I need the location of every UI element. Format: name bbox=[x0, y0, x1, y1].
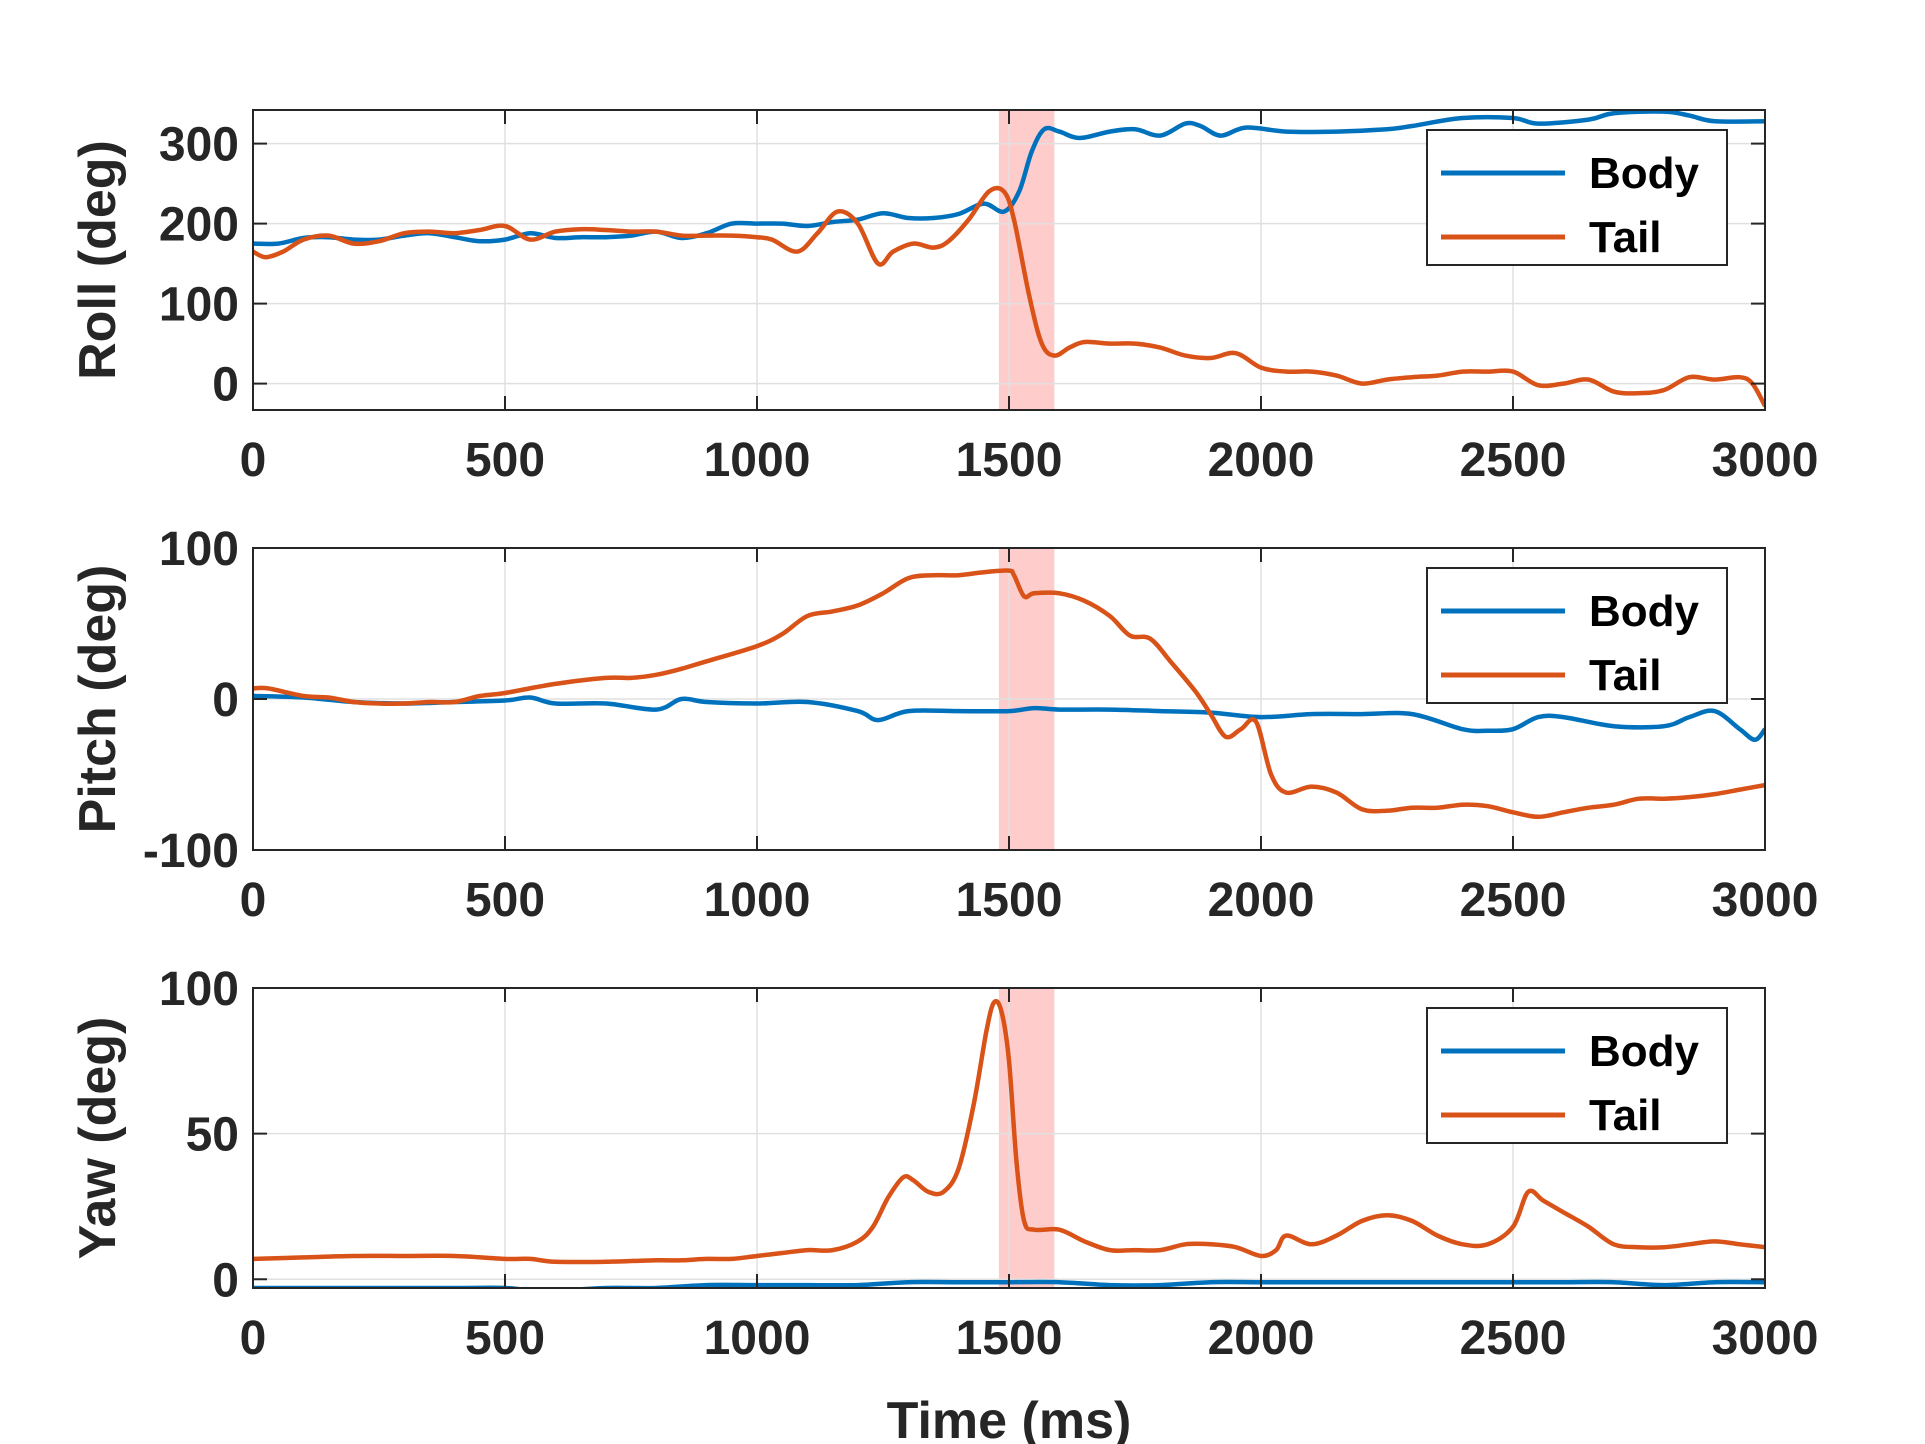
legend-label-body: Body bbox=[1589, 587, 1700, 636]
y-axis-label: Roll (deg) bbox=[69, 140, 127, 380]
series-line-tail bbox=[253, 185, 1765, 408]
legend-label-body: Body bbox=[1589, 149, 1700, 198]
y-axis-label: Yaw (deg) bbox=[69, 1017, 127, 1260]
y-axis-label: Pitch (deg) bbox=[69, 565, 127, 834]
y-tick-label: 100 bbox=[159, 963, 239, 1016]
x-tick-label: 2000 bbox=[1208, 874, 1315, 927]
legend: Body Tail bbox=[1426, 1007, 1728, 1144]
x-tick-label: 1000 bbox=[704, 434, 811, 487]
series-group bbox=[253, 568, 1765, 820]
legend-label-tail: Tail bbox=[1589, 213, 1662, 262]
y-tick-label: 100 bbox=[159, 523, 239, 576]
x-tick-label: 3000 bbox=[1712, 434, 1819, 487]
x-tick-label: 1000 bbox=[704, 1312, 811, 1365]
x-tick-label: 2500 bbox=[1460, 434, 1567, 487]
y-tick-label: 300 bbox=[159, 119, 239, 172]
x-axis-label: Time (ms) bbox=[887, 1392, 1132, 1444]
x-tick-label: 0 bbox=[240, 1312, 267, 1365]
x-tick-label: 1500 bbox=[956, 1312, 1063, 1365]
y-tick-label: 0 bbox=[212, 1254, 239, 1307]
x-tick-label: 500 bbox=[465, 434, 545, 487]
x-tick-label: 500 bbox=[465, 1312, 545, 1365]
x-tick-label: 500 bbox=[465, 874, 545, 927]
legend-box bbox=[1426, 129, 1728, 266]
legend-label-body: Body bbox=[1589, 1027, 1700, 1076]
series-line-body bbox=[253, 110, 1765, 247]
x-tick-label: 2500 bbox=[1460, 874, 1567, 927]
series-group bbox=[253, 110, 1765, 408]
y-tick-label: 200 bbox=[159, 199, 239, 252]
x-tick-label: 3000 bbox=[1712, 874, 1819, 927]
x-tick-label: 2000 bbox=[1208, 1312, 1315, 1365]
y-tick-label: 100 bbox=[159, 279, 239, 332]
y-tick-label: 0 bbox=[212, 674, 239, 727]
yaw-panel: 0 500 1000 1500 2000 2500 3000 0 50 100 Yaw (deg) T… bbox=[69, 963, 1818, 1444]
series-line-tail bbox=[253, 998, 1765, 1265]
x-tick-label: 0 bbox=[240, 874, 267, 927]
legend: Body Tail bbox=[1426, 567, 1728, 704]
legend-box bbox=[1426, 1007, 1728, 1144]
y-tick-label: 0 bbox=[212, 359, 239, 412]
y-tick-label: 50 bbox=[186, 1109, 239, 1162]
legend-label-tail: Tail bbox=[1589, 651, 1662, 700]
legend-label-tail: Tail bbox=[1589, 1091, 1662, 1140]
legend-box bbox=[1426, 567, 1728, 704]
x-tick-label: 3000 bbox=[1712, 1312, 1819, 1365]
x-tick-label: 1500 bbox=[956, 874, 1063, 927]
y-tick-label: -100 bbox=[143, 825, 239, 878]
x-tick-label: 0 bbox=[240, 434, 267, 487]
series-line-body bbox=[253, 693, 1765, 743]
x-tick-label: 1500 bbox=[956, 434, 1063, 487]
x-tick-label: 1000 bbox=[704, 874, 811, 927]
highlight-band bbox=[998, 110, 1055, 410]
x-tick-label: 2000 bbox=[1208, 434, 1315, 487]
x-tick-label: 2500 bbox=[1460, 1312, 1567, 1365]
series-line-tail bbox=[253, 568, 1765, 820]
roll-panel: 0 500 1000 1500 2000 2500 3000 0 100 200 300 Roll (… bbox=[69, 109, 1819, 487]
legend: Body Tail bbox=[1426, 129, 1728, 266]
